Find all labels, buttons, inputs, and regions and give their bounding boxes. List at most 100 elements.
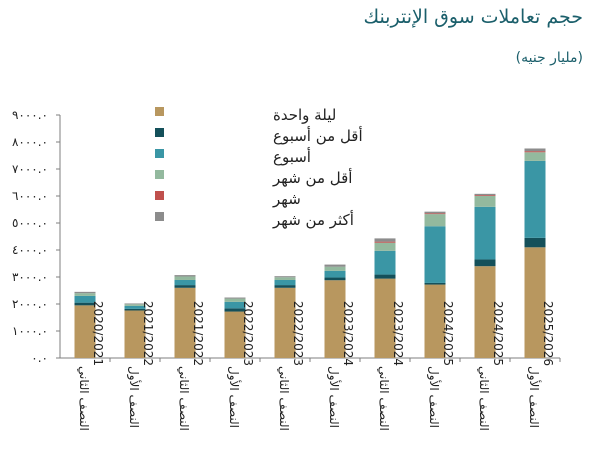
bar-segment <box>274 285 296 288</box>
legend-swatch <box>155 149 164 158</box>
bar-segment <box>424 214 446 227</box>
bar-segment <box>374 241 396 243</box>
legend-swatch <box>155 212 164 221</box>
x-category-half-label: النصف الثاني <box>77 366 91 431</box>
x-category-half-label: النصف الثاني <box>477 366 491 431</box>
x-category-half-label: النصف الأول <box>126 366 142 428</box>
y-tick-label: ٧٠٠٠.٠ <box>12 162 48 176</box>
bar-segment <box>424 226 446 283</box>
legend-label: أكثر من شهر <box>272 210 354 229</box>
legend-swatch <box>155 170 164 179</box>
y-tick-label: ٠.٠ <box>31 351 48 365</box>
bar-segment <box>274 277 296 280</box>
bar-segment <box>474 195 496 196</box>
y-tick-label: ١٠٠٠.٠ <box>12 324 48 338</box>
bar-segment <box>274 279 296 286</box>
legend-label: شهر <box>272 190 301 208</box>
legend-label: أقل من شهر <box>272 168 352 187</box>
bar-segment <box>74 302 96 306</box>
bar-segment <box>374 274 396 279</box>
x-category-year-label: 2022/2023 <box>241 301 255 366</box>
y-tick-label: ٢٠٠٠.٠ <box>12 297 48 311</box>
legend-swatch <box>155 128 164 137</box>
bar-segment <box>324 270 346 278</box>
bar-segment <box>374 242 396 251</box>
bar-segment <box>474 193 496 196</box>
bar-segment <box>424 282 446 285</box>
bar-segment <box>424 213 446 215</box>
x-category-half-label: النصف الأول <box>226 366 242 428</box>
x-category-year-label: 2024/2025 <box>441 301 455 366</box>
y-tick-label: ٤٠٠٠.٠ <box>12 243 48 257</box>
chart-subtitle: (مليار جنيه) <box>515 50 583 66</box>
bar-segment <box>224 311 246 358</box>
bar-segment <box>524 160 546 238</box>
bar-segment <box>224 301 246 309</box>
bar-segment <box>174 285 196 288</box>
bar-segment <box>274 276 296 278</box>
bar-segment <box>324 266 346 271</box>
bar-segment <box>224 308 246 312</box>
y-tick-label: ٨٠٠٠.٠ <box>12 135 48 149</box>
x-category-year-label: 2025/2026 <box>541 301 555 366</box>
x-category-year-label: 2024/2025 <box>491 301 505 366</box>
bar-segment <box>174 287 196 358</box>
bar-segment <box>174 279 196 286</box>
bar-segment <box>174 276 196 280</box>
bar-segment <box>124 310 146 358</box>
bar-segment <box>124 308 146 311</box>
bar-segment <box>324 264 346 267</box>
bar-segment <box>224 297 246 299</box>
legend-label: ليلة واحدة <box>273 106 336 124</box>
x-category-year-label: 2020/2021 <box>91 301 105 366</box>
bar-segment <box>74 293 96 296</box>
bar-segment <box>474 266 496 358</box>
bar-segment <box>174 275 196 277</box>
x-category-half-label: النصف الأول <box>326 366 342 428</box>
bar-segment <box>374 238 396 242</box>
bar-segment <box>374 250 396 275</box>
x-category-half-label: النصف الأول <box>526 366 542 428</box>
bar-segment <box>474 196 496 207</box>
x-category-half-label: النصف الثاني <box>377 366 391 431</box>
x-category-half-label: النصف الأول <box>426 366 442 428</box>
bar-segment <box>124 304 146 306</box>
bar-segment <box>124 305 146 309</box>
bar-segment <box>424 284 446 358</box>
chart-title: حجم تعاملات سوق الإنتربنك <box>363 6 583 28</box>
bar-segment <box>524 237 546 248</box>
y-tick-label: ٣٠٠٠.٠ <box>12 270 48 284</box>
x-category-year-label: 2021/2022 <box>191 301 205 366</box>
x-category-year-label: 2023/2024 <box>391 301 405 366</box>
bar-segment <box>524 148 546 152</box>
legend-swatch <box>155 107 164 116</box>
bar-segment <box>274 287 296 358</box>
y-tick-label: ٦٠٠٠.٠ <box>12 189 48 203</box>
bar-segment <box>324 280 346 358</box>
y-tick-label: ٩٠٠٠.٠ <box>12 108 48 122</box>
bar-segment <box>474 206 496 260</box>
bar-segment <box>324 277 346 281</box>
bar-segment <box>474 259 496 267</box>
bar-segment <box>124 303 146 305</box>
y-tick-label: ٥٠٠٠.٠ <box>12 216 48 230</box>
x-category-half-label: النصف الثاني <box>177 366 191 431</box>
bar-segment <box>524 152 546 161</box>
x-category-year-label: 2023/2024 <box>341 301 355 366</box>
bar-segment <box>524 247 546 358</box>
bar-segment <box>74 305 96 358</box>
bar-segment <box>74 295 96 303</box>
x-category-year-label: 2021/2022 <box>141 301 155 366</box>
bar-segment <box>224 298 246 302</box>
bar-segment <box>424 211 446 214</box>
x-category-year-label: 2022/2023 <box>291 301 305 366</box>
legend-swatch <box>155 191 164 200</box>
bar-segment <box>524 151 546 153</box>
legend-label: أسبوع <box>273 147 311 166</box>
bar-segment <box>74 291 96 294</box>
legend-label: أقل من أسبوع <box>273 126 363 145</box>
x-category-half-label: النصف الثاني <box>277 366 291 431</box>
bar-segment <box>374 278 396 358</box>
